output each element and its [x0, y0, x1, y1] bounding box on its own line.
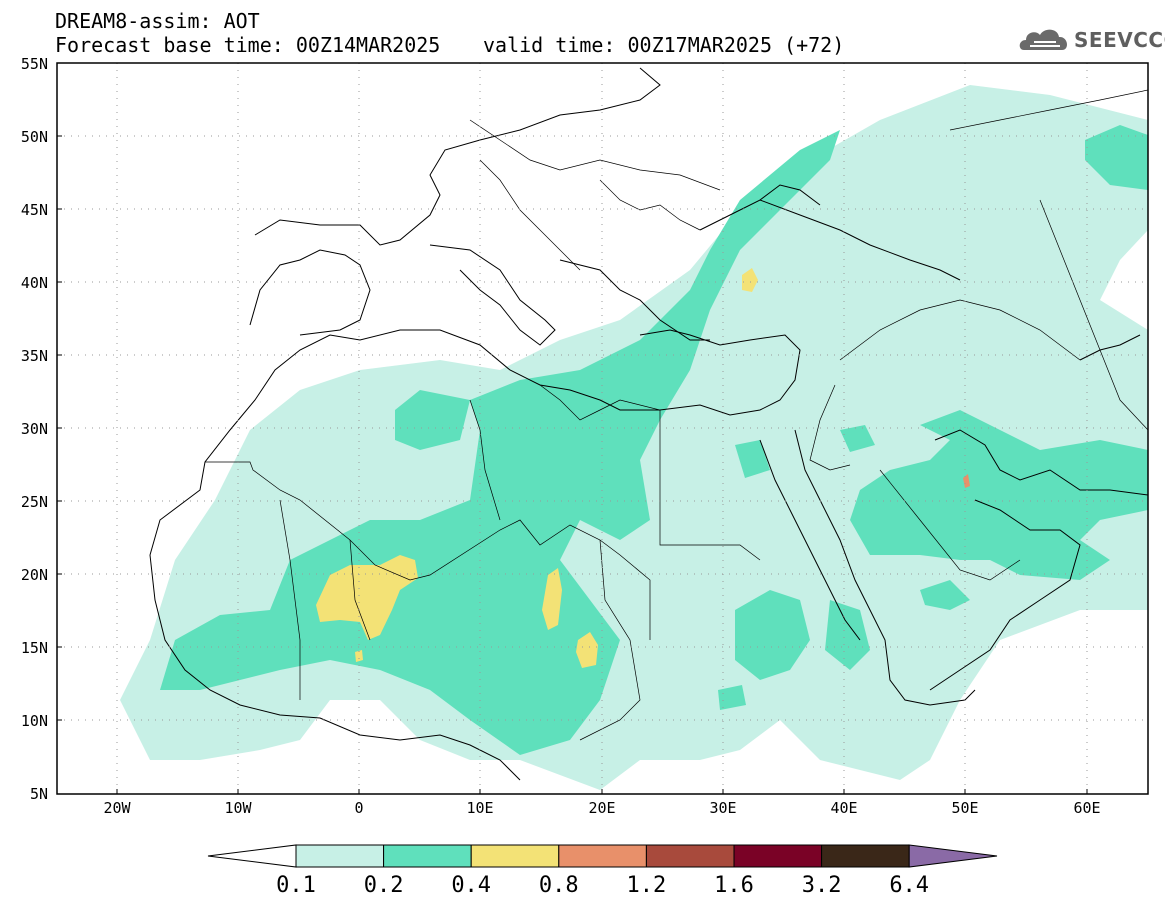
- lon-label: 50E: [951, 799, 978, 817]
- lon-label: 40E: [830, 799, 857, 817]
- graticule: [57, 63, 1148, 794]
- colorbar-label: 3.2: [802, 873, 842, 898]
- colorbar-high-arrow: [908, 844, 998, 868]
- colorbar-low-arrow: [207, 844, 297, 868]
- map-title: DREAM8-assim: AOT: [55, 9, 260, 33]
- coastlines: [149, 67, 1148, 781]
- lat-label: 15N: [21, 639, 48, 657]
- valid-time-label: valid time: 00Z17MAR2025 (+72): [483, 33, 845, 57]
- logo-text: SEEVCCC: [1074, 28, 1165, 52]
- longitude-labels: 20W 10W 0 10E 20E 30E 40E 50E 60E: [103, 799, 1100, 817]
- lon-label: 20W: [103, 799, 131, 817]
- colorbar-segment: [383, 844, 472, 868]
- colorbar-segment: [733, 844, 823, 868]
- latitude-labels: 55N 50N 45N 40N 35N 30N 25N 20N 15N 10N …: [21, 55, 48, 803]
- lat-label: 55N: [21, 55, 48, 73]
- colorbar-label: 1.2: [627, 873, 667, 898]
- seevccc-logo: SEEVCCC: [1018, 24, 1165, 56]
- lat-label: 20N: [21, 566, 48, 584]
- aot-level-0.8: [963, 474, 970, 488]
- lon-label: 30E: [709, 799, 736, 817]
- lon-label: 60E: [1073, 799, 1100, 817]
- lon-label: 0: [354, 799, 363, 817]
- lat-label: 30N: [21, 420, 48, 438]
- colorbar-segment: [558, 844, 647, 868]
- colorbar-segment: [295, 844, 385, 868]
- colorbar-label: 6.4: [889, 873, 929, 898]
- cloud-icon: [1019, 29, 1068, 50]
- lat-label: 5N: [30, 785, 48, 803]
- colorbar-label: 0.1: [276, 873, 316, 898]
- colorbar-label: 0.4: [451, 873, 491, 898]
- lat-label: 25N: [21, 493, 48, 511]
- lat-label: 35N: [21, 347, 48, 365]
- aot-level-0.4: [316, 268, 758, 668]
- lon-label: 10E: [466, 799, 493, 817]
- lon-label: 20E: [588, 799, 615, 817]
- base-time-label: Forecast base time: 00Z14MAR2025: [55, 33, 441, 57]
- colorbar-segment: [470, 844, 560, 868]
- colorbar-label: 1.6: [714, 873, 754, 898]
- lon-label: 10W: [224, 799, 252, 817]
- colorbar: [207, 844, 998, 868]
- lat-label: 45N: [21, 201, 48, 219]
- aot-field: [120, 67, 1148, 790]
- lat-label: 50N: [21, 128, 48, 146]
- tick-marks: [57, 62, 1088, 794]
- colorbar-label: 0.2: [364, 873, 404, 898]
- forecast-time-line: Forecast base time: 00Z14MAR2025 valid ti…: [55, 33, 844, 57]
- country-borders: [205, 89, 1148, 741]
- colorbar-label: 0.8: [539, 873, 579, 898]
- lat-label: 10N: [21, 712, 48, 730]
- colorbar-labels: 0.1 0.2 0.4 0.8 1.2 1.6 3.2 6.4: [276, 873, 929, 898]
- colorbar-segment: [821, 844, 910, 868]
- colorbar-segment: [645, 844, 735, 868]
- lat-label: 40N: [21, 274, 48, 292]
